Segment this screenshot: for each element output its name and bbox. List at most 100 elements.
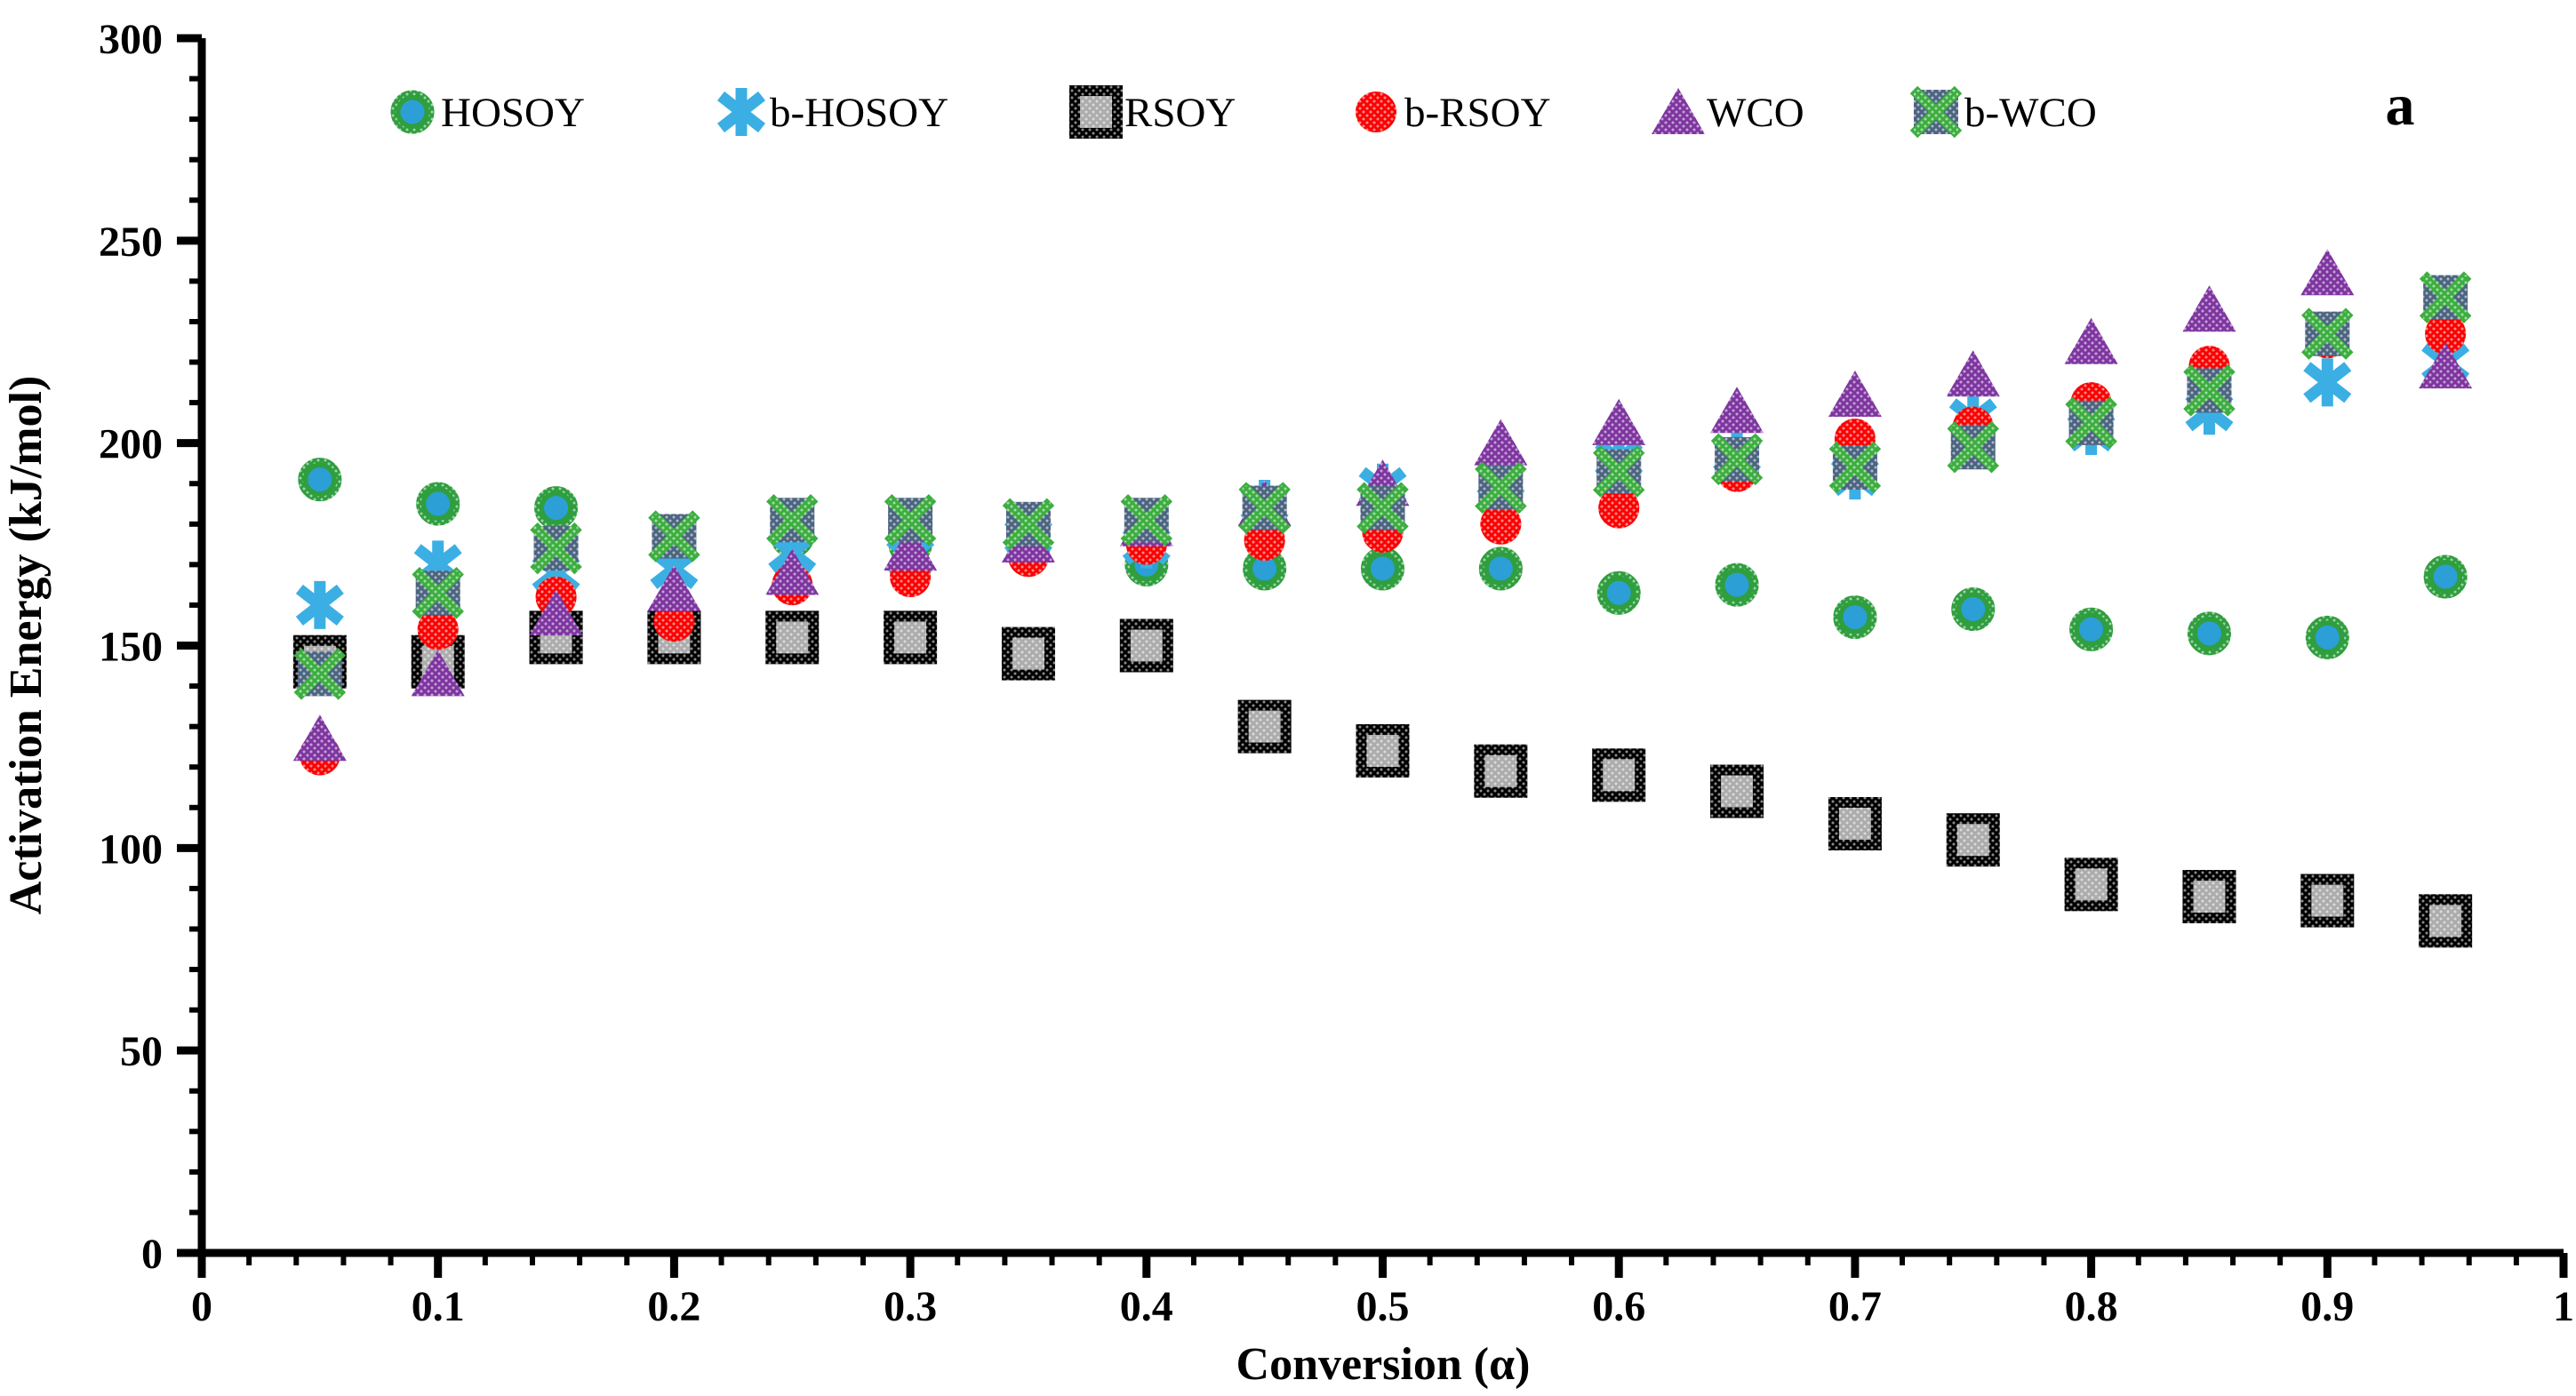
data-point-marker <box>1592 445 1645 498</box>
hosoy-marker <box>1361 546 1404 591</box>
hosoy-marker <box>416 482 460 526</box>
legend: HOSOY b-HOSOY RSOY b-RSOY WCO b-WCO <box>387 85 2097 139</box>
hosoy-marker <box>1596 570 1641 615</box>
wco-marker-texture <box>1710 387 1764 434</box>
data-point-marker <box>530 482 582 534</box>
data-point-marker <box>1238 482 1291 534</box>
bwco-marker-texture <box>297 651 342 697</box>
rsoy-marker-texture <box>1356 723 1410 778</box>
bwco-marker-texture <box>1124 498 1169 543</box>
data-point-marker <box>529 589 583 636</box>
hosoy-marker <box>2305 615 2349 659</box>
bhosoy-marker <box>716 88 766 136</box>
data-point-marker <box>1947 420 1999 474</box>
x-tick-label: 0.1 <box>412 1283 465 1330</box>
data-point-marker <box>1947 583 1999 635</box>
data-point-marker <box>884 494 937 546</box>
data-point-marker <box>648 510 700 562</box>
wco-marker-texture <box>1652 88 1705 134</box>
bwco-marker-texture <box>1478 465 1524 510</box>
legend-label: b-WCO <box>1964 90 2097 136</box>
brsoy-marker-texture <box>417 609 459 650</box>
brsoy-marker-texture <box>1356 92 1396 132</box>
data-point-marker <box>1356 92 1396 132</box>
axes: 0 50 100 150 200 250 300 0 0.1 0.2 0.3 0.4 0.5 0.6 0.7… <box>99 16 2574 1330</box>
data-point-marker <box>1474 419 1528 466</box>
rsoy-marker-texture <box>884 610 938 665</box>
data-point-marker <box>1593 567 1645 619</box>
data-point-marker <box>1598 487 1640 529</box>
hosoy-marker <box>390 90 435 134</box>
hosoy-marker <box>1715 562 1759 607</box>
data-point-marker <box>1710 387 1764 434</box>
y-tick-label: 0 <box>141 1231 163 1278</box>
data-point-marker <box>765 548 820 595</box>
legend-label: b-RSOY <box>1404 90 1551 136</box>
bwco-marker-texture <box>533 526 579 571</box>
hosoy-marker <box>1951 586 1996 631</box>
rsoy-marker-texture <box>2300 873 2355 928</box>
wco-marker-texture <box>2182 285 2236 332</box>
bwco-marker-texture <box>2068 400 2114 445</box>
x-tick-label: 1 <box>2553 1283 2574 1330</box>
bwco-marker-texture <box>1005 501 1051 546</box>
y-tick-label: 50 <box>120 1028 163 1075</box>
data-point-marker <box>2065 396 2117 450</box>
data-point-marker <box>716 88 766 136</box>
data-point-marker <box>1069 85 1123 139</box>
hosoy-marker <box>2187 611 2231 656</box>
data-point-marker <box>766 494 819 546</box>
data-point-marker <box>2419 271 2472 323</box>
data-point-marker <box>1480 503 1522 545</box>
y-axis-title: Activation Energy (kJ/mol) <box>1 376 52 915</box>
wco-marker-texture <box>647 564 701 611</box>
data-point-marker <box>1475 461 1527 515</box>
hosoy-marker-texture <box>2183 607 2236 659</box>
hosoy-marker-texture <box>412 478 464 530</box>
brsoy-marker-texture <box>1480 503 1522 545</box>
hosoy-marker-texture <box>387 86 438 138</box>
x-tick-label: 0.8 <box>2065 1283 2118 1330</box>
wco-marker-texture <box>2064 317 2118 364</box>
bwco-marker-texture <box>888 498 933 543</box>
rsoy-marker-texture <box>2064 858 2118 912</box>
rsoy-marker-texture <box>1828 796 1882 850</box>
x-tick-label: 0 <box>191 1283 212 1330</box>
rsoy-marker-texture <box>1946 813 2000 867</box>
data-point-marker <box>412 567 464 619</box>
rsoy-marker-texture <box>2419 894 2473 948</box>
x-axis-title: Conversion (α) <box>1236 1339 1531 1390</box>
rsoy-marker-texture <box>1710 764 1764 818</box>
hosoy-marker-texture <box>1828 591 1881 643</box>
rsoy-marker-texture <box>1474 744 1528 798</box>
data-point-marker <box>1711 559 1764 611</box>
data-point-marker <box>884 524 938 571</box>
bwco-marker-texture <box>1596 449 1642 494</box>
wco-marker-texture <box>1592 398 1646 445</box>
bwco-marker-texture <box>1832 445 1877 491</box>
y-tick-label: 250 <box>99 219 163 266</box>
data-point-marker <box>884 610 938 665</box>
wco-marker-texture <box>292 714 347 762</box>
series-b-RSOY <box>299 313 2467 776</box>
rsoy-marker-texture <box>2182 870 2236 924</box>
data-point-marker <box>292 714 347 762</box>
series-b-WCO <box>293 271 2472 700</box>
x-tick-label: 0.9 <box>2300 1283 2354 1330</box>
legend-item-WCO: WCO <box>1652 88 1804 136</box>
data-series-layer <box>292 249 2473 948</box>
hosoy-marker <box>2069 607 2114 651</box>
data-point-marker <box>530 522 582 575</box>
data-point-marker <box>1002 498 1055 551</box>
legend-label: HOSOY <box>441 90 585 136</box>
brsoy-marker-texture <box>1598 487 1640 529</box>
data-point-marker <box>417 609 459 650</box>
data-point-marker <box>1356 723 1410 778</box>
rsoy-marker-texture <box>1119 618 1173 673</box>
data-point-marker <box>2064 858 2118 912</box>
data-point-marker <box>293 453 346 506</box>
data-point-marker <box>1909 85 1963 139</box>
data-point-marker <box>765 610 820 665</box>
data-point-marker <box>1946 813 2000 867</box>
